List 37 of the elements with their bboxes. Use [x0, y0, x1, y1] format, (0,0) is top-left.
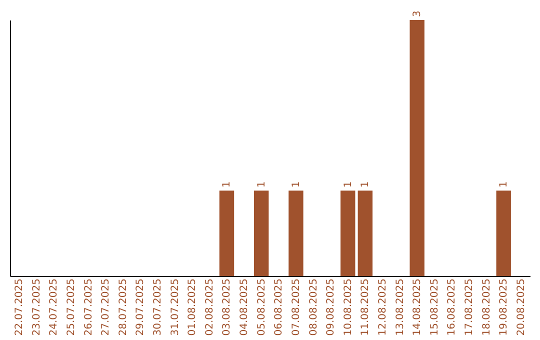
- x-tick-label: 24.07.2025: [48, 278, 60, 336]
- x-tick-label: 07.08.2025: [290, 278, 302, 336]
- x-tick-label: 17.08.2025: [464, 278, 475, 336]
- x-tick-label: 11.08.2025: [360, 278, 372, 336]
- x-tick-label: 26.07.2025: [83, 278, 94, 336]
- x-tick-label: 10.08.2025: [342, 278, 354, 336]
- data-label: 1: [342, 181, 354, 188]
- x-tick-label: 13.08.2025: [394, 278, 406, 336]
- x-tick-label: 16.08.2025: [446, 278, 458, 336]
- x-tick-label: 09.08.2025: [326, 278, 337, 336]
- x-tick-label: 08.08.2025: [308, 278, 320, 336]
- x-tick-label: 20.08.2025: [516, 278, 527, 336]
- x-tick-label: 27.07.2025: [100, 278, 112, 336]
- x-tick-label: 01.08.2025: [187, 278, 198, 336]
- data-label: 1: [290, 181, 302, 188]
- x-tick-label: 25.07.2025: [66, 278, 77, 336]
- x-tick-label: 23.07.2025: [31, 278, 42, 336]
- x-tick-label: 19.08.2025: [498, 278, 510, 336]
- x-tick-label: 22.07.2025: [14, 278, 26, 336]
- data-label: 1: [360, 181, 372, 188]
- x-tick-label: 03.08.2025: [222, 278, 233, 336]
- x-tick-label: 31.07.2025: [170, 278, 181, 336]
- x-tick-label: 30.07.2025: [152, 278, 164, 336]
- data-label: 1: [222, 181, 233, 188]
- x-tick-label: 18.08.2025: [481, 278, 492, 336]
- data-label: 1: [498, 181, 510, 188]
- x-tick-label: 05.08.2025: [256, 278, 268, 336]
- x-tick-label: 28.07.2025: [118, 278, 129, 336]
- x-tick-label: 29.07.2025: [135, 278, 146, 336]
- x-tick-label: 04.08.2025: [239, 278, 250, 336]
- x-tick-label: 02.08.2025: [204, 278, 216, 336]
- x-tick-label: 15.08.2025: [429, 278, 440, 336]
- data-label: 3: [412, 10, 424, 17]
- x-tick-label: 14.08.2025: [412, 278, 424, 336]
- data-label: 1: [256, 181, 268, 188]
- x-tick-label: 06.08.2025: [274, 278, 285, 336]
- x-tick-label: 12.08.2025: [377, 278, 388, 336]
